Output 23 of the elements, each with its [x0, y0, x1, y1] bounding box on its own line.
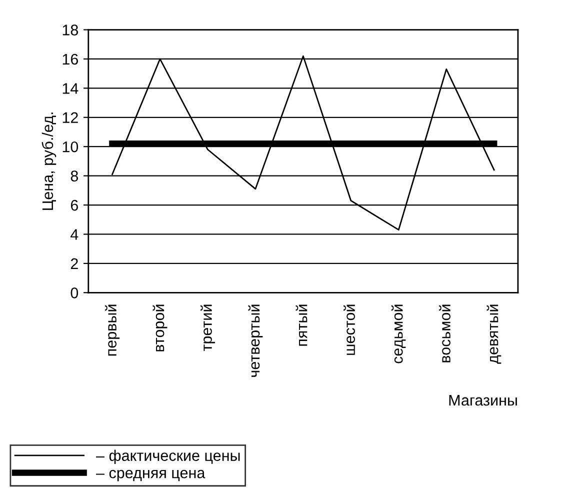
y-tick-label: 0: [70, 288, 78, 298]
x-tick-label: восьмой: [438, 304, 450, 362]
x-tick-label: первый: [105, 304, 120, 356]
y-tick-label: 16: [62, 54, 78, 65]
x-tick-label: пятый: [296, 304, 308, 346]
y-tick-label: 4: [70, 229, 78, 240]
y-tick-label: 8: [70, 170, 78, 182]
y-tick-label: 10: [62, 141, 78, 152]
y-tick-label: 2: [70, 258, 78, 269]
x-tick-label: третий: [200, 304, 215, 352]
x-tick-label: шестой: [344, 304, 356, 355]
y-axis-title: Цена, руб./ед.: [42, 112, 56, 210]
x-tick-label: седьмой: [391, 304, 406, 364]
legend-label: – фактические цены: [96, 450, 240, 464]
y-tick-label: 14: [62, 83, 78, 94]
y-tick-label: 6: [70, 200, 78, 211]
x-axis-title: Магазины: [449, 395, 517, 406]
x-tick-label: девятый: [486, 304, 502, 364]
y-tick-label: 12: [62, 112, 78, 123]
y-tick-label: 18: [62, 24, 78, 36]
legend-label: – средняя цена: [96, 470, 206, 482]
x-tick-label: второй: [152, 304, 168, 352]
x-tick-label: четвертый: [248, 304, 263, 377]
